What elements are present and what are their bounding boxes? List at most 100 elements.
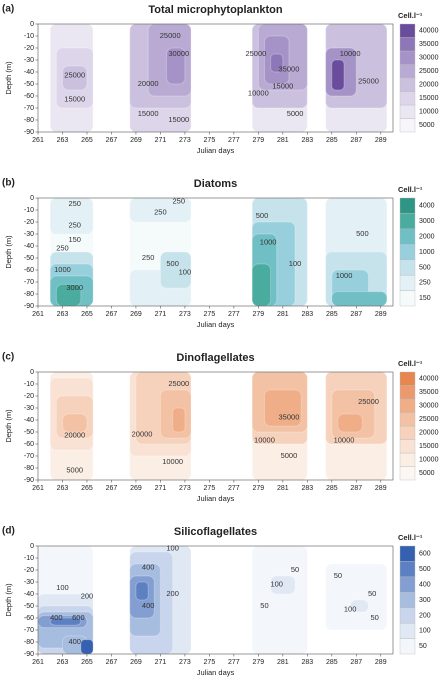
contour-label: 1000 (54, 265, 71, 274)
colorbar-tick-label: 500 (419, 264, 431, 271)
y-tick-label: -20 (24, 393, 34, 400)
colorbar-tick-label: 25000 (419, 416, 439, 423)
colorbar-tick-label: 25000 (419, 68, 439, 75)
contour-label: 25000 (245, 49, 266, 58)
x-axis-label: Julian days (197, 146, 235, 155)
x-tick-label: 277 (228, 311, 240, 318)
contour-label: 20000 (132, 429, 153, 438)
colorbar-tick-label: 35000 (419, 389, 439, 396)
y-tick-label: -40 (24, 591, 34, 598)
x-tick-label: 281 (277, 311, 289, 318)
contour-label: 100 (289, 259, 302, 268)
contour-label: 30000 (168, 49, 189, 58)
y-tick-label: -90 (24, 303, 34, 310)
contour-label: 25000 (64, 71, 85, 80)
colorbar-box (399, 398, 416, 413)
contour-label: 25000 (168, 379, 189, 388)
x-tick-label: 287 (350, 485, 362, 492)
y-tick-label: -50 (24, 603, 34, 610)
x-tick-label: 285 (326, 485, 338, 492)
colorbar-tick-label: 10000 (419, 109, 439, 116)
y-tick-label: -60 (24, 615, 34, 622)
contour-label: 500 (356, 229, 369, 238)
colorbar-tick-label: 5000 (419, 122, 435, 129)
y-tick-label: -30 (24, 579, 34, 586)
y-axis-label: Depth (m) (4, 61, 13, 95)
contour-label: 10000 (254, 435, 275, 444)
colorbar-box (399, 64, 416, 79)
colorbar-box (399, 576, 416, 593)
contour-label: 50 (291, 565, 299, 574)
contour-region (270, 53, 284, 73)
y-tick-label: -60 (24, 93, 34, 100)
colorbar-tick-label: 10000 (419, 457, 439, 464)
y-tick-label: -30 (24, 57, 34, 64)
colorbar-tick-label: 15000 (419, 443, 439, 450)
contour-label: 15000 (168, 115, 189, 124)
y-axis-label: Depth (m) (4, 583, 13, 617)
x-tick-label: 279 (253, 485, 265, 492)
x-tick-label: 283 (301, 485, 313, 492)
colorbar-tick-label: 250 (419, 280, 431, 287)
x-tick-label: 277 (228, 485, 240, 492)
colorbar-box (399, 104, 416, 119)
y-tick-label: -60 (24, 441, 34, 448)
contour-label: 5000 (287, 109, 304, 118)
colorbar-box (399, 213, 416, 230)
contour-label: 250 (68, 199, 81, 208)
colorbar-label: Cell.l⁻¹ (398, 185, 423, 194)
x-tick-label: 265 (81, 137, 93, 144)
contour-label: 100 (56, 583, 69, 592)
contour-region (159, 251, 192, 289)
contour-label: 15000 (64, 95, 85, 104)
x-tick-label: 271 (155, 659, 167, 666)
contour-label: 15000 (138, 109, 159, 118)
colorbar-label: Cell.l⁻¹ (398, 359, 423, 368)
panel-label: (a) (2, 4, 14, 15)
contour-region (166, 47, 186, 85)
colorbar-box (399, 592, 416, 608)
colorbar-tick-label: 300 (419, 597, 431, 604)
contour-label: 100 (270, 579, 283, 588)
panel-title: Total microphytoplankton (148, 4, 283, 16)
x-tick-label: 269 (130, 485, 142, 492)
contour-region (49, 617, 82, 626)
plot-frame (37, 23, 394, 133)
colorbar-box (399, 23, 416, 38)
contour-label: 50 (370, 613, 378, 622)
x-tick-label: 283 (301, 659, 313, 666)
contour-label: 500 (166, 259, 179, 268)
colorbar-tick-label: 4000 (419, 203, 435, 210)
y-tick-label: -80 (24, 117, 34, 124)
y-axis-label: Depth (m) (4, 409, 13, 443)
panel-label: (d) (2, 526, 15, 537)
colorbar-box (399, 561, 416, 578)
x-tick-label: 281 (277, 659, 289, 666)
y-tick-label: -20 (24, 219, 34, 226)
contour-label: 10000 (162, 457, 183, 466)
y-tick-label: 0 (30, 369, 34, 376)
x-tick-label: 283 (301, 137, 313, 144)
colorbar-tick-label: 40000 (419, 376, 439, 383)
contour-label: 3000 (66, 283, 83, 292)
y-tick-label: -30 (24, 405, 34, 412)
x-tick-label: 277 (228, 137, 240, 144)
x-tick-label: 289 (375, 137, 387, 144)
x-tick-label: 275 (204, 311, 216, 318)
contour-label: 50 (368, 589, 376, 598)
y-tick-label: -80 (24, 465, 34, 472)
y-tick-label: -10 (24, 381, 34, 388)
contour-region (325, 563, 388, 631)
contour-label: 200 (81, 591, 94, 600)
y-tick-label: -90 (24, 651, 34, 658)
contour-label: 200 (166, 589, 179, 598)
x-tick-label: 269 (130, 137, 142, 144)
contour-region (80, 639, 94, 655)
contour-label: 400 (68, 637, 81, 646)
y-tick-label: -50 (24, 255, 34, 262)
y-tick-label: -70 (24, 453, 34, 460)
contour-region (251, 263, 272, 307)
contour-region (135, 581, 149, 601)
x-axis-label: Julian days (197, 494, 235, 503)
colorbar-tick-label: 20000 (419, 430, 439, 437)
